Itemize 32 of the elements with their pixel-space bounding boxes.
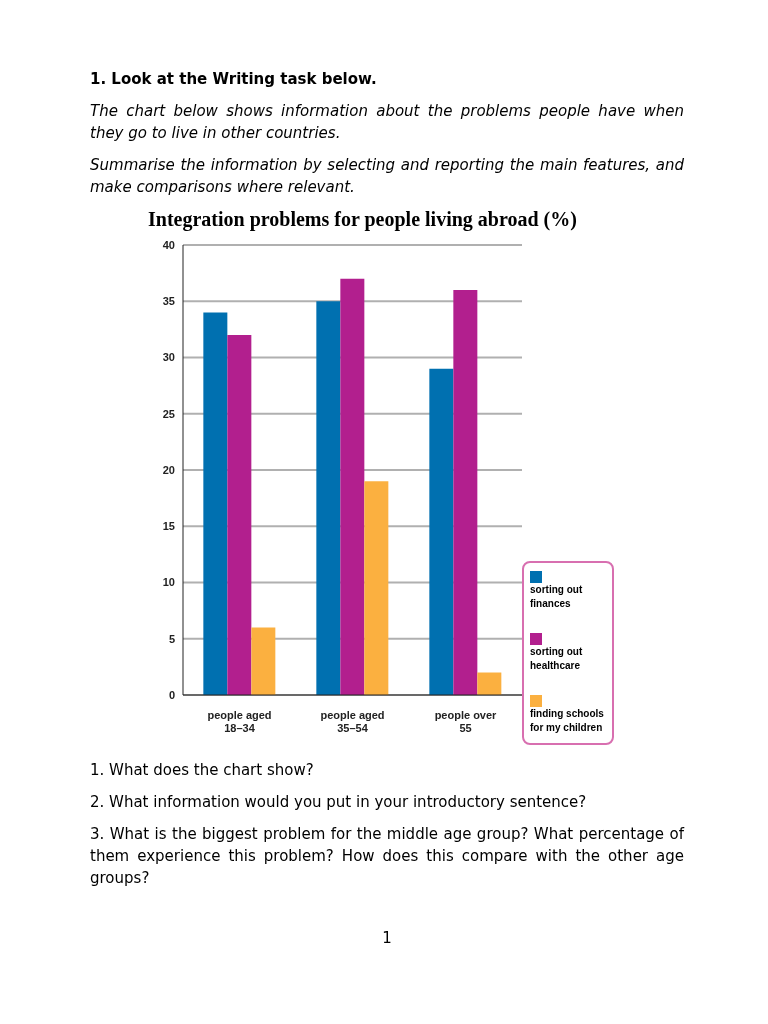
bar [316, 301, 341, 695]
y-tick-label: 25 [162, 407, 175, 420]
y-tick-label: 40 [162, 238, 175, 251]
text: 2. What information would you put in your introductory sentence? [90, 792, 588, 813]
y-tick-label: 35 [162, 295, 175, 308]
bar [477, 672, 502, 695]
y-tick-label: 5 [168, 632, 175, 645]
bar [340, 278, 365, 695]
bar [364, 481, 389, 695]
bar [227, 335, 252, 695]
y-tick-label: 30 [162, 351, 175, 364]
legend-label: finding schools for my children [530, 707, 605, 735]
text: 1 [381, 929, 393, 947]
text: 3. What is the biggest problem for the middle age group? What percentage of them experience this problem? How does this compare with the other age groups? [90, 824, 684, 889]
bar [203, 312, 228, 695]
bar [429, 368, 454, 695]
x-tick-label: people aged 35–54 [320, 709, 385, 734]
y-tick-label: 15 [162, 520, 175, 533]
chart-title: Integration problems for people living abroad (%) [148, 208, 578, 231]
legend-label: sorting out healthcare [530, 645, 584, 673]
y-tick-label: 20 [162, 463, 175, 476]
text: The chart below shows information about the problems people have when they go to live in other countries. [90, 101, 684, 144]
text: 1. Look at the Writing task below. [90, 69, 378, 90]
x-tick-label: people over 55 [434, 709, 498, 734]
bar [251, 627, 276, 695]
y-tick-label: 0 [168, 688, 175, 701]
bar [453, 290, 478, 695]
text: Summarise the information by selecting and reporting the main features, and make comparisons where relevant. [90, 155, 684, 198]
y-tick-label: 10 [162, 576, 175, 589]
text: 1. What does the chart show? [90, 760, 315, 781]
legend-label: sorting out finances [530, 583, 584, 611]
x-tick-label: people aged 18–34 [207, 709, 272, 734]
